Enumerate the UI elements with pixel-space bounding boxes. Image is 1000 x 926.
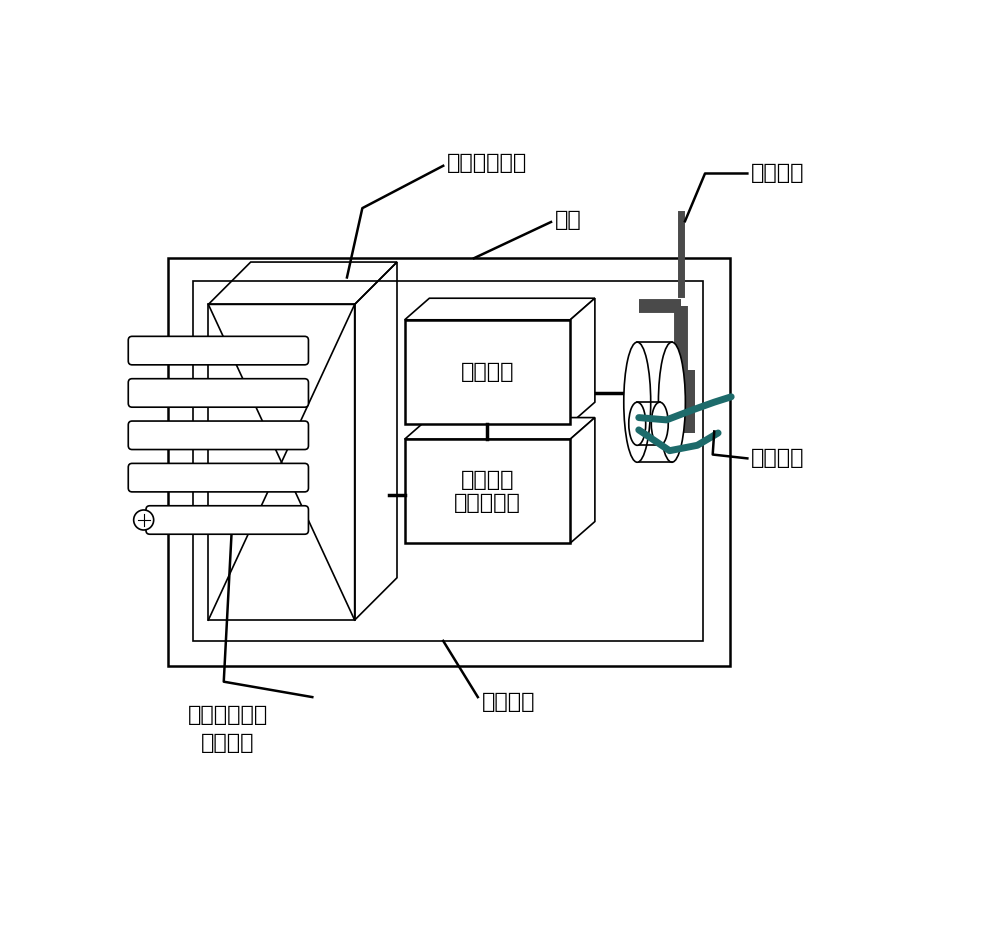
Text: 信号传输端口: 信号传输端口 bbox=[187, 705, 268, 725]
FancyBboxPatch shape bbox=[146, 506, 308, 534]
Text: （母头）: （母头） bbox=[201, 733, 254, 753]
Circle shape bbox=[134, 510, 154, 530]
Polygon shape bbox=[405, 418, 595, 439]
Text: 无线通讯: 无线通讯 bbox=[751, 164, 805, 183]
Text: 外壳: 外壳 bbox=[555, 209, 582, 230]
FancyBboxPatch shape bbox=[128, 463, 308, 492]
Polygon shape bbox=[405, 298, 595, 319]
Polygon shape bbox=[570, 298, 595, 424]
Ellipse shape bbox=[629, 402, 646, 445]
Polygon shape bbox=[570, 418, 595, 543]
FancyBboxPatch shape bbox=[128, 421, 308, 449]
Bar bbox=[405, 439, 570, 543]
Text: 有线通讯: 有线通讯 bbox=[751, 448, 805, 469]
FancyBboxPatch shape bbox=[128, 336, 308, 365]
Text: 数字信号
预处理模块: 数字信号 预处理模块 bbox=[454, 469, 521, 513]
Bar bbox=[208, 305, 355, 620]
Bar bbox=[168, 258, 730, 667]
Bar bbox=[405, 319, 570, 424]
Text: 预处理电路板: 预处理电路板 bbox=[447, 154, 527, 173]
Text: 通讯模块: 通讯模块 bbox=[461, 362, 514, 382]
Text: 钨屏蔽层: 钨屏蔽层 bbox=[482, 693, 535, 712]
Ellipse shape bbox=[651, 402, 668, 445]
Ellipse shape bbox=[624, 342, 651, 462]
Ellipse shape bbox=[658, 342, 685, 462]
FancyBboxPatch shape bbox=[128, 379, 308, 407]
Bar bbox=[667, 369, 695, 433]
Bar bbox=[193, 282, 703, 641]
